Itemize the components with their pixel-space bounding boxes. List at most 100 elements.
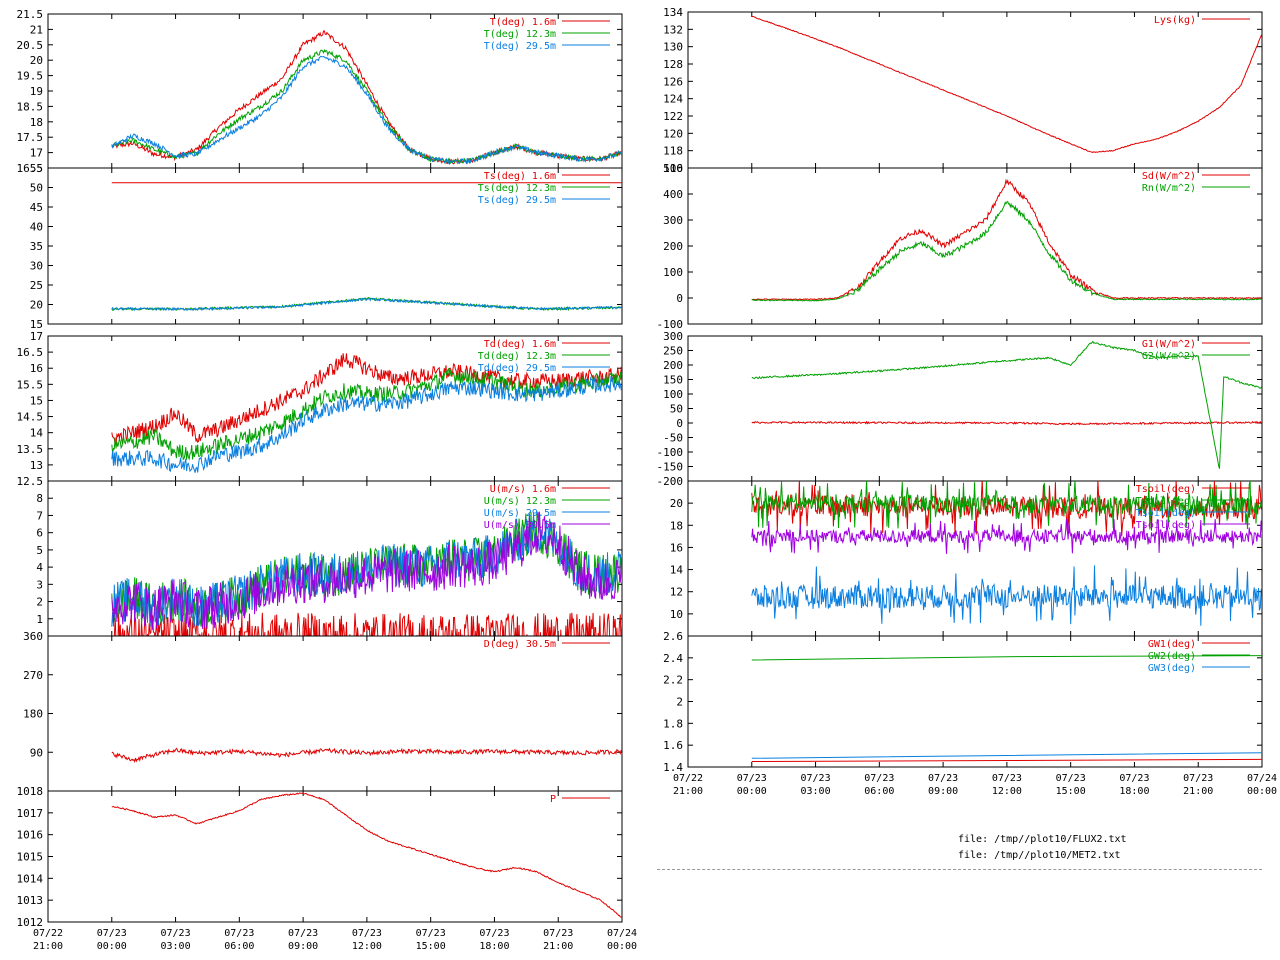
series-line-blue — [111, 55, 622, 165]
y-tick-label: 14.5 — [17, 411, 44, 424]
series-line-green — [111, 49, 622, 165]
panel-td: 12.5 13 13.5 14 14.5 15 15.5 16 16.5 17 Td(deg) 1.… — [17, 330, 623, 488]
y-tick-label: 130 — [663, 41, 683, 54]
y-tick-label: 270 — [23, 669, 43, 682]
x-tick-label-time: 21:00 — [673, 786, 703, 797]
x-tick-label-time: 03:00 — [161, 941, 191, 952]
y-tick-label: 120 — [663, 127, 683, 140]
y-tick-label: 20.5 — [17, 39, 44, 52]
series-line-red — [751, 758, 1262, 762]
x-tick-label-date: 07/22 — [673, 773, 703, 784]
x-tick-label-date: 07/24 — [607, 928, 637, 939]
series-line-red — [751, 178, 1262, 301]
legend-label: GW3(deg) — [1148, 663, 1196, 674]
series-line-red — [751, 420, 1262, 426]
y-tick-label: 1.6 — [663, 739, 683, 752]
y-tick-label: 4 — [36, 561, 43, 574]
legend-label: T(deg) 29.5m — [484, 41, 556, 52]
y-tick-label: 13 — [30, 459, 43, 472]
y-tick-label: 15.5 — [17, 378, 44, 391]
x-tick-label-date: 07/22 — [33, 928, 63, 939]
y-tick-label: 19 — [30, 85, 43, 98]
x-tick-label-date: 07/23 — [288, 928, 318, 939]
series-line-green — [751, 340, 1262, 469]
y-tick-label: 1017 — [17, 807, 44, 820]
x-tick-label-date: 07/23 — [1119, 773, 1149, 784]
x-tick-label-time: 00:00 — [737, 786, 767, 797]
y-tick-label: 2.6 — [663, 630, 683, 643]
x-tick-label-time: 21:00 — [543, 941, 573, 952]
y-tick-label: 20 — [30, 54, 43, 67]
panel-p: 1012 1013 1014 1015 1016 1017 1018 P — [17, 785, 623, 929]
x-tick-label-date: 07/23 — [352, 928, 382, 939]
legend-label: T(deg) 1.6m — [490, 17, 556, 28]
y-tick-label: 15 — [30, 394, 43, 407]
panel-sd: -100 0 100 200 300 400 500 Sd(W/m^2)Rn(W/m^2) — [657, 162, 1263, 331]
y-tick-label: 1.4 — [663, 761, 683, 774]
y-tick-label: 19.5 — [17, 70, 44, 83]
series-line-red — [751, 15, 1262, 153]
series-line-green — [751, 200, 1262, 302]
legend-label: GW2(deg) — [1148, 651, 1196, 662]
y-tick-label: 17.5 — [17, 131, 44, 144]
y-tick-label: 1 — [36, 613, 43, 626]
plot-frame — [687, 11, 1263, 169]
y-tick-label: 2.4 — [663, 652, 683, 665]
legend-label: Tsoil(deg) — [1136, 520, 1196, 531]
panel-gw: 1.4 1.6 1.8 2 2.2 2.4 2.6 GW1(deg)GW2(deg)GW3(d… — [663, 630, 1263, 774]
panel-d: 90 180 270 360 D(deg) 30.5m — [23, 630, 623, 792]
y-tick-label: 15 — [30, 318, 43, 331]
y-tick-label: -100 — [657, 318, 684, 331]
legend-label: P — [550, 794, 556, 805]
y-tick-label: 122 — [663, 110, 683, 123]
x-tick-label-time: 21:00 — [1183, 786, 1213, 797]
x-tick-label-time: 12:00 — [352, 941, 382, 952]
y-tick-label: 124 — [663, 93, 683, 106]
legend-label: Ts(deg) 12.3m — [478, 183, 556, 194]
y-tick-label: 20 — [670, 497, 683, 510]
y-tick-label: 55 — [30, 162, 43, 175]
y-tick-label: 5 — [36, 544, 43, 557]
y-tick-label: 180 — [23, 708, 43, 721]
y-tick-label: 118 — [663, 145, 683, 158]
x-tick-label-time: 15:00 — [416, 941, 446, 952]
y-tick-label: 1.8 — [663, 717, 683, 730]
y-tick-label: 90 — [30, 746, 43, 759]
x-tick-label-time: 09:00 — [288, 941, 318, 952]
y-tick-label: 6 — [36, 527, 43, 540]
series-line-green — [111, 367, 622, 461]
y-tick-label: -50 — [663, 432, 683, 445]
legend-label: U(m/s) 29.5m — [484, 508, 556, 519]
y-tick-label: 13.5 — [17, 443, 44, 456]
x-tick-label-time: 15:00 — [1056, 786, 1086, 797]
y-tick-label: 2.2 — [663, 674, 683, 687]
x-tick-label-date: 07/23 — [161, 928, 191, 939]
y-tick-label: 360 — [23, 630, 43, 643]
x-tick-label-date: 07/23 — [801, 773, 831, 784]
legend-label: G1(W/m^2) — [1142, 339, 1196, 350]
y-tick-label: 40 — [30, 221, 43, 234]
y-tick-label: 116 — [663, 162, 683, 175]
series-line-purple — [751, 518, 1262, 554]
x-tick-label-date: 07/23 — [224, 928, 254, 939]
y-tick-label: 18 — [670, 519, 683, 532]
y-tick-label: 1016 — [17, 829, 44, 842]
y-tick-label: 1014 — [17, 872, 44, 885]
y-tick-label: 12.5 — [17, 475, 44, 488]
y-tick-label: 200 — [663, 240, 683, 253]
y-tick-label: 1015 — [17, 851, 44, 864]
y-tick-label: 16 — [30, 362, 43, 375]
panel-lys: 116 118 120 122 124 126 128 130 132 134 Lys(kg) — [663, 6, 1263, 175]
y-tick-label: 50 — [670, 403, 683, 416]
y-tick-label: -150 — [657, 461, 684, 474]
legend-label: Lys(kg) — [1154, 15, 1196, 26]
plot-frame — [47, 635, 623, 792]
y-tick-label: 1012 — [17, 916, 44, 929]
x-tick-label-time: 00:00 — [97, 941, 127, 952]
y-tick-label: 400 — [663, 188, 683, 201]
y-tick-label: 35 — [30, 240, 43, 253]
x-tick-label-date: 07/23 — [737, 773, 767, 784]
panel-u: 1 2 3 4 5 6 7 8 U(m/s) 1.6mU(m/s) 12.3mU(m/s) 29… — [36, 480, 623, 637]
